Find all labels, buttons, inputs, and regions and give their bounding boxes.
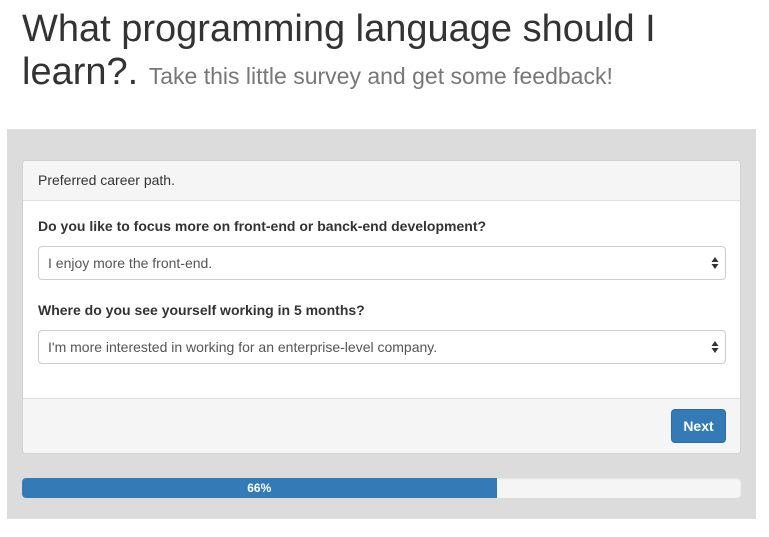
question-label-dev-focus: Do you like to focus more on front-end o… bbox=[38, 218, 487, 234]
dev-focus-select[interactable]: I enjoy more the front-end. bbox=[38, 246, 726, 280]
survey-panel: Preferred career path. Do you like to fo… bbox=[22, 160, 741, 454]
page-subtitle: Take this little survey and get some fee… bbox=[148, 63, 613, 89]
page-header: What programming language should I learn… bbox=[22, 8, 752, 98]
sort-arrows-icon bbox=[711, 257, 719, 269]
sort-arrows-icon bbox=[711, 341, 719, 353]
panel-heading: Preferred career path. bbox=[23, 161, 740, 201]
survey-progress: 66% bbox=[22, 478, 741, 498]
work-location-select[interactable]: I'm more interested in working for an en… bbox=[38, 330, 726, 364]
question-label-work-location: Where do you see yourself working in 5 m… bbox=[38, 302, 365, 318]
survey-well: Preferred career path. Do you like to fo… bbox=[7, 129, 756, 519]
panel-footer: Next bbox=[23, 398, 740, 453]
page-title: What programming language should I learn… bbox=[22, 8, 656, 93]
progress-bar: 66% bbox=[22, 478, 497, 498]
panel-body: Do you like to focus more on front-end o… bbox=[23, 201, 740, 400]
work-location-select-value: I'm more interested in working for an en… bbox=[48, 339, 438, 355]
next-button[interactable]: Next bbox=[671, 409, 726, 443]
dev-focus-select-value: I enjoy more the front-end. bbox=[48, 255, 213, 271]
